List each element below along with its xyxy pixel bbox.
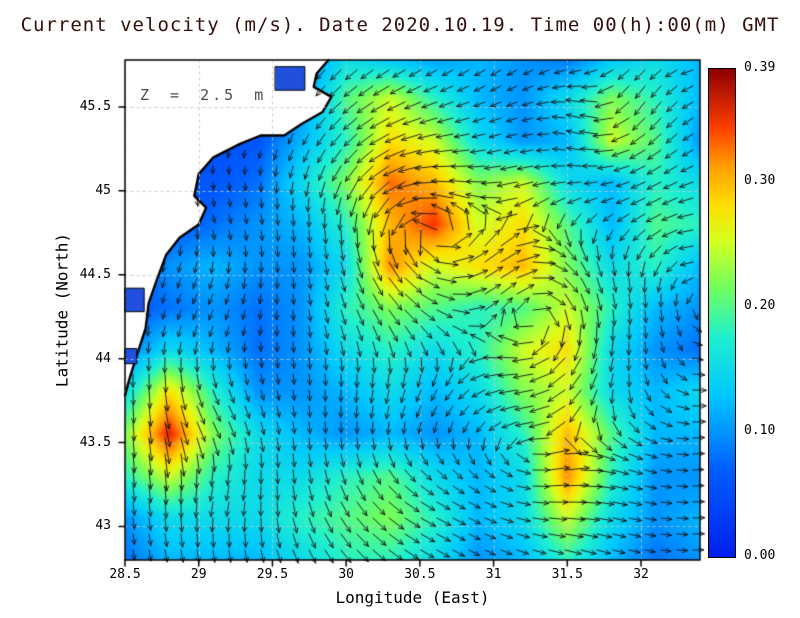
- y-tick-label: 44.5: [79, 266, 111, 282]
- colorbar-tick-label: 0.30: [744, 172, 776, 188]
- x-tick-label: 30: [338, 567, 354, 582]
- x-tick-label: 32: [633, 567, 649, 582]
- x-tick-label: 30.5: [404, 567, 436, 582]
- x-tick-label: 31.5: [551, 567, 583, 582]
- colorbar: [708, 68, 736, 558]
- velocity-map-canvas: [117, 52, 708, 568]
- colorbar-tick-label: 0.00: [744, 548, 776, 563]
- depth-annotation: Z = 2.5 m: [140, 86, 267, 104]
- x-tick-label: 29.5: [256, 567, 289, 582]
- x-tick-label: 29: [190, 567, 207, 582]
- y-tick-label: 44: [95, 350, 111, 366]
- y-tick-label: 45.5: [79, 98, 111, 114]
- colorbar-tick-label: 0.39: [744, 60, 776, 75]
- x-tick-label: 31: [485, 567, 502, 582]
- colorbar-tick-label: 0.20: [744, 297, 776, 313]
- colorbar-tick-label: 0.10: [744, 422, 776, 438]
- figure-title: Current velocity (m/s). Date 2020.10.19.…: [20, 14, 780, 36]
- y-tick-label: 45: [95, 182, 111, 198]
- x-tick-label: 28.5: [109, 567, 141, 582]
- x-axis-label: Longitude (East): [335, 588, 490, 607]
- y-tick-label: 43: [95, 518, 111, 534]
- y-tick-label: 43.5: [79, 434, 111, 450]
